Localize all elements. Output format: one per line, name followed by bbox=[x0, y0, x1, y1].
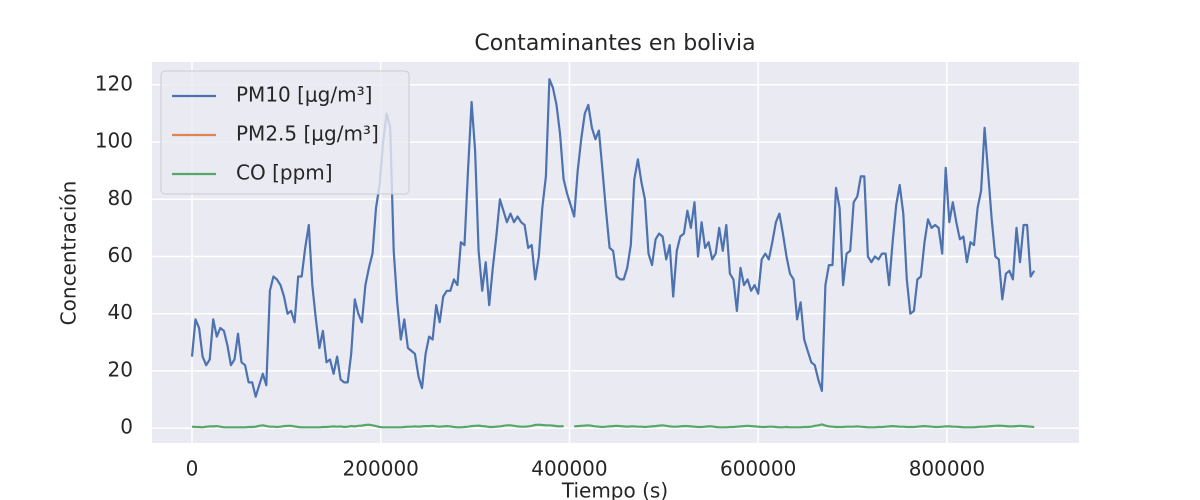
x-tick-label: 200000 bbox=[343, 457, 419, 481]
y-tick-label: 100 bbox=[95, 129, 133, 153]
x-tick-label: 400000 bbox=[531, 457, 607, 481]
y-tick-label: 20 bbox=[108, 357, 133, 381]
data-line bbox=[190, 78, 1036, 398]
data-line bbox=[191, 423, 1035, 429]
x-axis-label: Tiempo (s) bbox=[561, 479, 668, 500]
x-tick-label: 800000 bbox=[909, 457, 985, 481]
y-tick-label: 60 bbox=[108, 243, 133, 267]
legend-label: PM2.5 [μg/m³] bbox=[236, 122, 379, 146]
x-tick-label: 600000 bbox=[720, 457, 796, 481]
y-tick-label: 40 bbox=[108, 300, 133, 324]
chart-title: Contaminantes en bolivia bbox=[474, 31, 755, 56]
y-tick-label: 120 bbox=[95, 71, 133, 95]
legend-label: CO [ppm] bbox=[236, 161, 333, 185]
legend-box bbox=[160, 70, 410, 195]
legend-label: PM10 [μg/m³] bbox=[236, 83, 372, 107]
y-axis-label: Concentración bbox=[57, 181, 81, 326]
y-tick-label: 0 bbox=[120, 415, 133, 439]
x-tick-label: 0 bbox=[186, 457, 199, 481]
y-tick-label: 80 bbox=[108, 186, 133, 210]
